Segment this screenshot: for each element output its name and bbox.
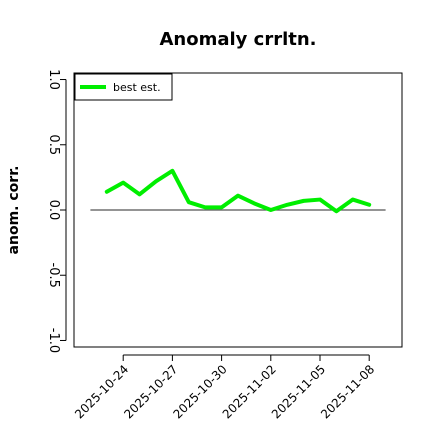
y-tick-label: 0.5: [46, 134, 61, 155]
y-axis: -1.0 -0.5 0.0 0.5 1.0: [46, 69, 67, 353]
y-tick-label: -0.5: [46, 263, 61, 288]
y-tick-label: -1.0: [46, 328, 61, 353]
y-tick-label: 1.0: [46, 69, 61, 90]
legend: best est.: [74, 73, 173, 101]
y-axis-label: anom. corr.: [6, 166, 22, 255]
series-layer: [104, 168, 372, 214]
series-line-best-est: [104, 168, 372, 214]
y-tick-label: 0.0: [46, 200, 61, 221]
x-axis: 2025-10-242025-10-272025-10-302025-11-02…: [72, 354, 377, 421]
chart-title: Anomaly crrltn.: [159, 29, 316, 50]
legend-label: best est.: [113, 81, 161, 94]
plot-frame: [73, 72, 403, 348]
